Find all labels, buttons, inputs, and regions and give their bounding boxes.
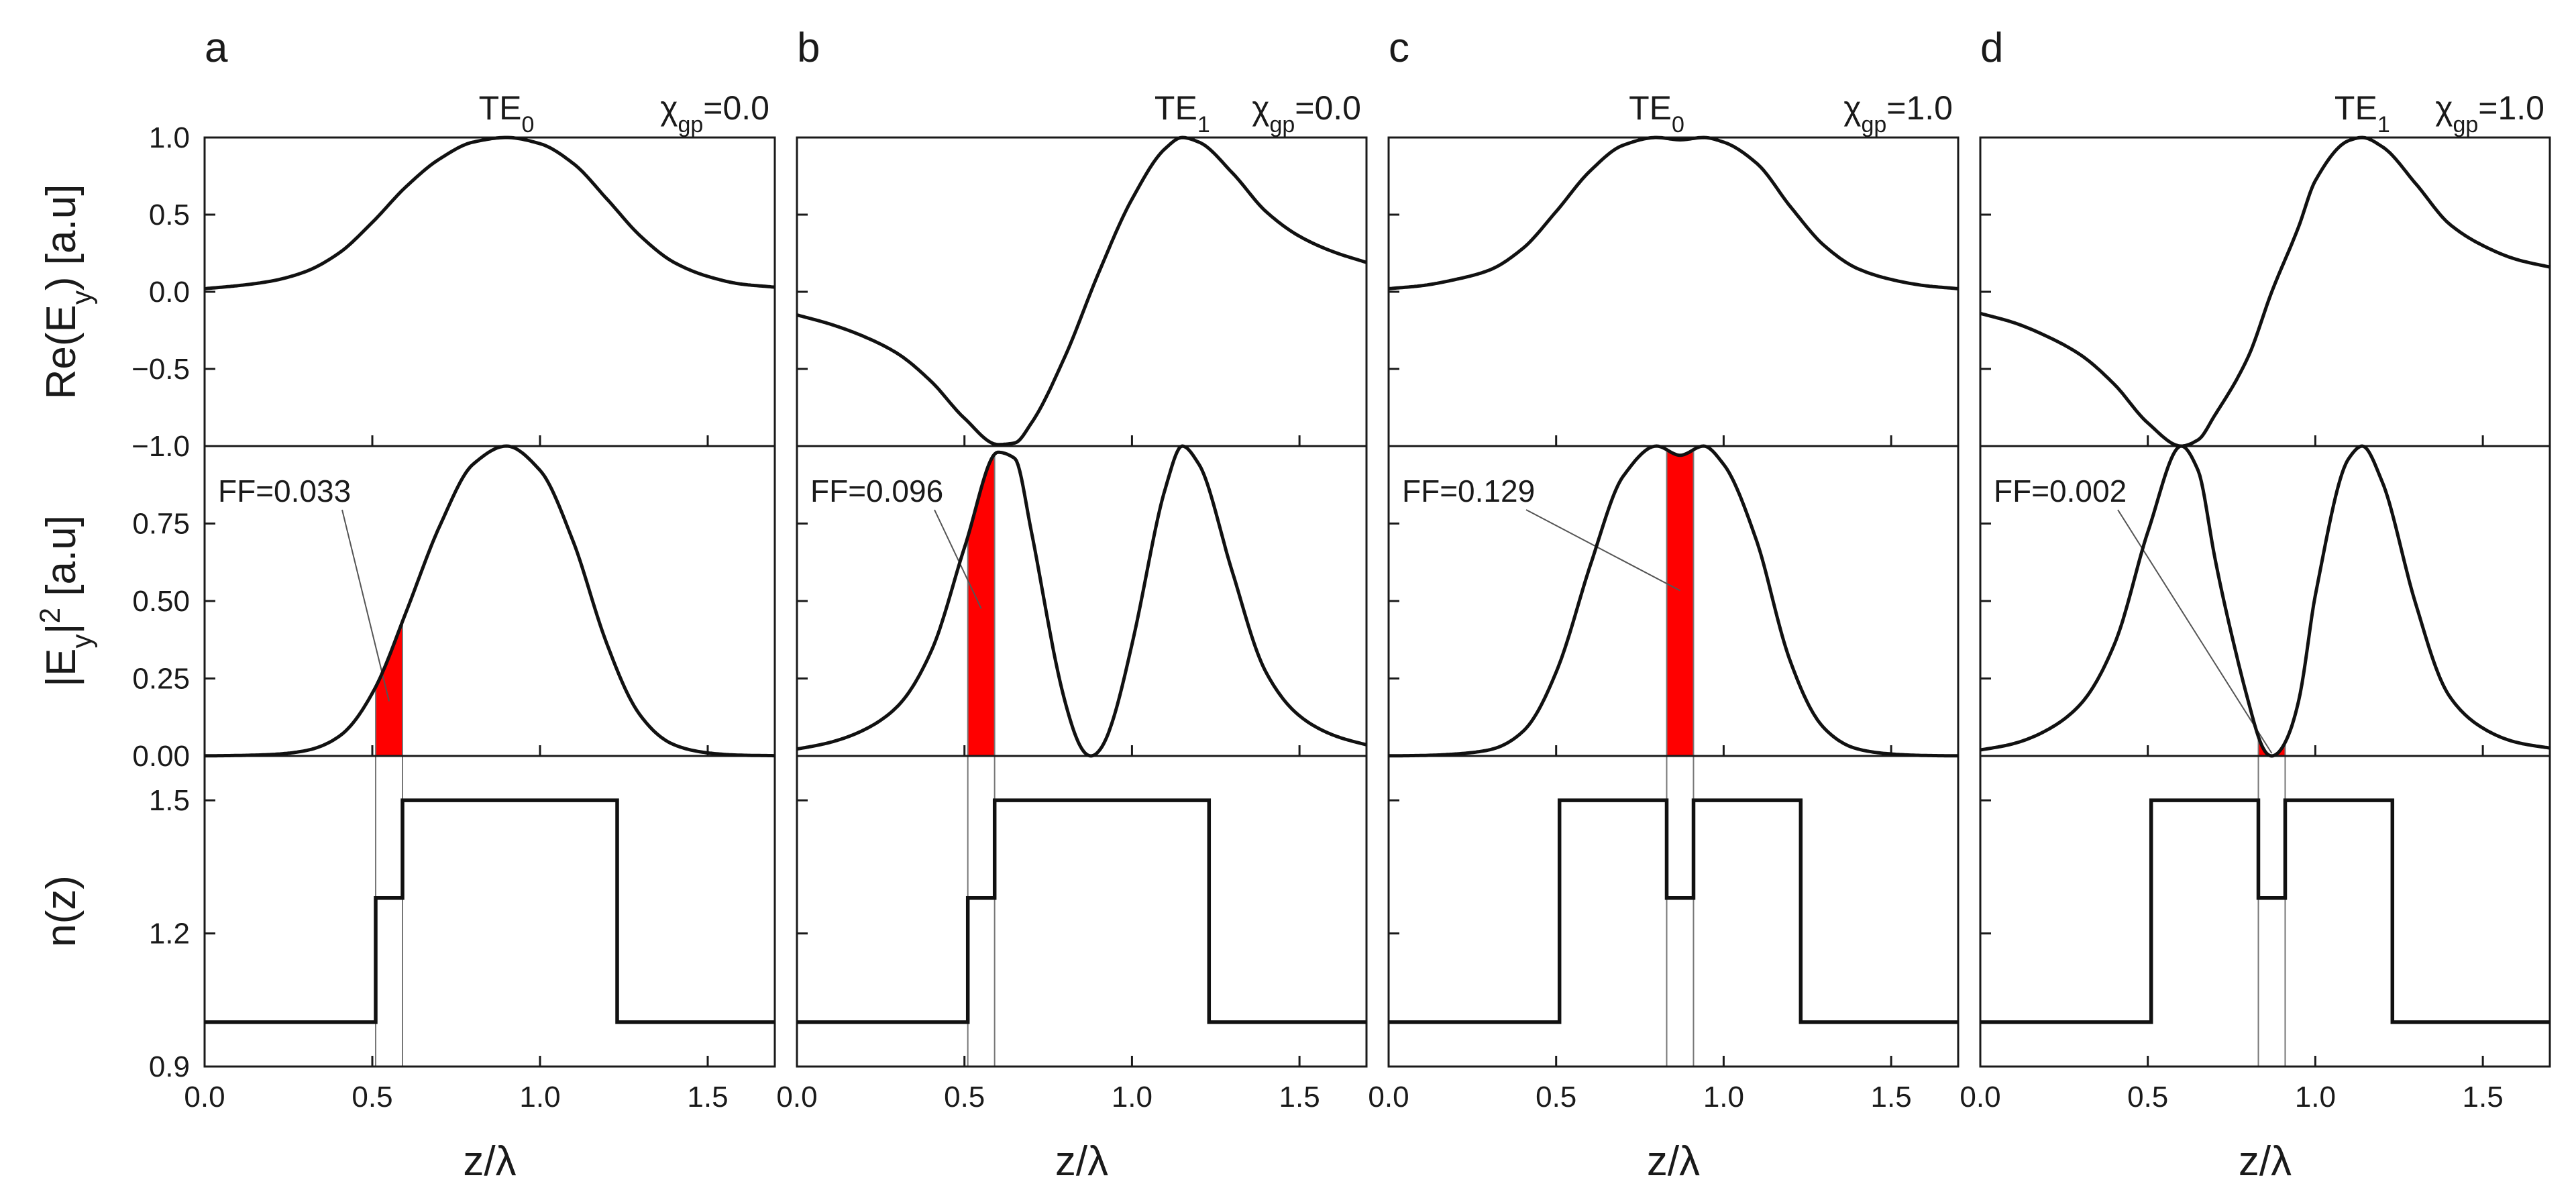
y-tick-label: 0.5 bbox=[149, 199, 190, 231]
panel-letter: a bbox=[205, 25, 228, 71]
x-tick-label: 1.0 bbox=[1112, 1081, 1152, 1113]
series-ey-intensity bbox=[205, 444, 775, 758]
panel-letter: c bbox=[1389, 25, 1409, 71]
fill-factor-region bbox=[2258, 737, 2286, 756]
x-tick-label: 1.5 bbox=[687, 1081, 728, 1113]
chi-gp-label: χgp=1.0 bbox=[2435, 89, 2544, 138]
x-axis-title: z/λ bbox=[2239, 1138, 2292, 1185]
y-tick-label: 0.0 bbox=[149, 276, 190, 309]
x-axis-title: z/λ bbox=[1055, 1138, 1108, 1185]
mode-label: TE1 bbox=[2334, 89, 2390, 138]
series-ey-intensity bbox=[1980, 444, 2551, 758]
row1-frame bbox=[1387, 136, 1960, 447]
series-re-ey bbox=[1388, 135, 1959, 290]
x-tick-label: 1.0 bbox=[519, 1081, 560, 1113]
y-tick-label: 1.0 bbox=[149, 121, 190, 154]
x-tick-label: 0.5 bbox=[1536, 1081, 1576, 1113]
x-tick-label: 0.0 bbox=[1960, 1081, 2000, 1113]
x-tick-label: 0.0 bbox=[776, 1081, 817, 1113]
y-axis-title-intensity: |Ey|2 [a.u] bbox=[34, 515, 97, 687]
series-re-ey bbox=[796, 135, 1367, 447]
row3-frame bbox=[796, 755, 1368, 1068]
mode-label: TE0 bbox=[479, 89, 535, 138]
x-tick-label: 0.5 bbox=[352, 1081, 392, 1113]
fill-factor-label: FF=0.033 bbox=[218, 474, 351, 508]
series-re-ey bbox=[1980, 135, 2551, 448]
y-tick-label: −0.5 bbox=[131, 353, 190, 386]
fill-factor-layer bbox=[376, 449, 2286, 756]
x-tick-label: 1.0 bbox=[2295, 1081, 2336, 1113]
y-tick-label: 0.50 bbox=[132, 585, 190, 618]
curve-layer bbox=[204, 135, 2551, 1024]
y-tick-label: 1.2 bbox=[149, 918, 190, 950]
fill-factor-leader bbox=[2117, 509, 2273, 754]
y-tick-label: 0.00 bbox=[132, 740, 190, 773]
text-layer: a TE0 χgp=0.0 FF=0.033 0.0 0.5 1.0 1.5 z/λ b TE1 χg… bbox=[34, 25, 2545, 1185]
x-tick-label: 1.5 bbox=[1279, 1081, 1320, 1113]
gap-guide-layer bbox=[341, 449, 2286, 1067]
row3-frame bbox=[1979, 755, 2551, 1068]
fill-factor-label: FF=0.002 bbox=[1994, 474, 2127, 508]
row3-frame bbox=[203, 755, 776, 1068]
y-tick-label: 0.25 bbox=[132, 663, 190, 696]
series-refractive-index bbox=[797, 798, 1366, 1024]
panel-letter: b bbox=[797, 25, 820, 71]
series-refractive-index bbox=[1389, 798, 1958, 1024]
y-tick-label: 0.75 bbox=[132, 508, 190, 541]
x-tick-label: 0.5 bbox=[2127, 1081, 2168, 1113]
series-re-ey bbox=[204, 135, 775, 290]
x-tick-label: 1.5 bbox=[2463, 1081, 2504, 1113]
row1-frame bbox=[796, 136, 1368, 447]
row3-frame bbox=[1387, 755, 1960, 1068]
fill-factor-leader bbox=[1525, 509, 1680, 592]
x-tick-label: 0.0 bbox=[184, 1081, 225, 1113]
fill-factor-label: FF=0.129 bbox=[1402, 474, 1535, 508]
x-axis-title: z/λ bbox=[463, 1138, 516, 1185]
series-refractive-index bbox=[1980, 798, 2550, 1024]
y-tick-label: 0.9 bbox=[149, 1050, 190, 1083]
y-tick-label: −1.0 bbox=[131, 430, 190, 463]
mode-label: TE1 bbox=[1155, 89, 1210, 138]
series-refractive-index bbox=[205, 798, 775, 1024]
row1-frame bbox=[1979, 136, 2551, 447]
x-tick-label: 1.0 bbox=[1703, 1081, 1744, 1113]
x-tick-label: 0.0 bbox=[1368, 1081, 1409, 1113]
fill-factor-leader bbox=[341, 509, 390, 702]
mode-label: TE0 bbox=[1629, 89, 1684, 138]
series-ey-intensity bbox=[796, 444, 1367, 758]
fill-factor-label: FF=0.096 bbox=[810, 474, 943, 508]
frame-layer bbox=[203, 136, 2551, 1068]
row1-frame bbox=[203, 136, 776, 447]
y-axis-title-re-ey: Re(Ey) [a.u] bbox=[38, 184, 97, 400]
fill-factor-region bbox=[1666, 449, 1694, 756]
fill-factor-leader bbox=[934, 509, 982, 609]
x-tick-label: 0.5 bbox=[944, 1081, 985, 1113]
y-axis-title-index: n(z) bbox=[38, 875, 85, 947]
x-tick-label: 1.5 bbox=[1871, 1081, 1912, 1113]
y-tick-label: 1.5 bbox=[149, 784, 190, 817]
panel-letter: d bbox=[1980, 25, 2003, 71]
x-axis-title: z/λ bbox=[1647, 1138, 1700, 1185]
fill-factor-region bbox=[967, 453, 995, 756]
chi-gp-label: χgp=0.0 bbox=[660, 89, 769, 138]
chi-gp-label: χgp=1.0 bbox=[1843, 89, 1953, 138]
fill-factor-region bbox=[376, 621, 402, 756]
series-ey-intensity bbox=[1389, 444, 1958, 758]
chi-gp-label: χgp=0.0 bbox=[1252, 89, 1361, 138]
